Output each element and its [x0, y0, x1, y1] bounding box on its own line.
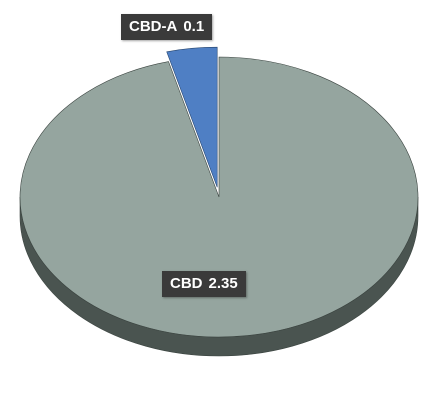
- pie-slice-cbd-a: [166, 46, 218, 188]
- pie-slice-cbd: [19, 56, 419, 338]
- data-label-cbd-a-category: CBD-A: [129, 18, 178, 35]
- data-label-cbd-value: 2.35: [208, 275, 238, 292]
- data-label-cbd-a-value: 0.1: [183, 18, 205, 35]
- data-label-cbd: CBD 2.35: [162, 271, 246, 297]
- data-label-cbd-a: CBD-A 0.1: [121, 14, 213, 40]
- data-label-cbd-category: CBD: [170, 275, 203, 292]
